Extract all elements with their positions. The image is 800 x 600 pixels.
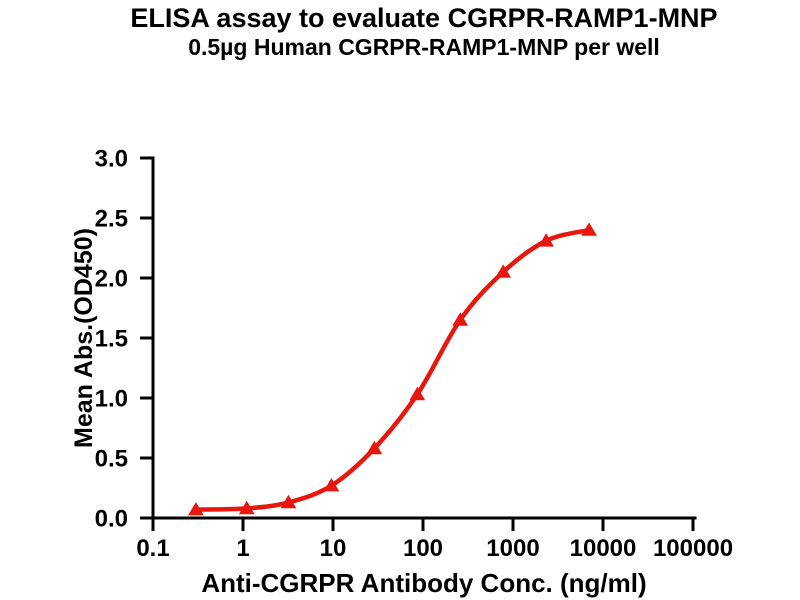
data-point-marker-triangle [409,386,426,401]
x-tick-label: 1 [236,535,249,562]
data-point-marker-triangle [280,494,297,509]
data-point-marker-triangle [238,500,255,515]
y-tick-label: 0.0 [95,506,128,533]
y-tick-label: 3.0 [95,146,128,173]
x-tick-label: 10 [320,535,347,562]
x-tick-label: 100 [403,535,443,562]
data-point-marker-triangle [366,440,383,455]
data-point-marker-triangle [495,264,512,278]
y-axis-label: Mean Abs.(OD450) [70,228,98,448]
y-tick-label: 0.5 [95,446,128,473]
x-tick-label: 10000 [570,535,637,562]
x-tick-label: 0.1 [136,535,169,562]
axis-spine [151,156,697,520]
data-point-marker-triangle [323,478,340,492]
data-point-marker-triangle [188,502,204,516]
chart-title: ELISA assay to evaluate CGRPR-RAMP1-MNP [130,3,717,33]
chart-subtitle: 0.5µg Human CGRPR-RAMP1-MNP per well [188,34,660,60]
dose-response-curve [193,227,592,512]
dose-response-series [188,222,597,516]
data-point-marker-triangle [452,312,469,326]
y-tick-label: 1.0 [95,386,128,413]
x-axis-label: Anti-CGRPR Antibody Conc. (ng/ml) [201,568,646,598]
data-point-marker-triangle [538,233,555,247]
y-tick-label: 2.0 [95,266,128,293]
data-point-marker-triangle [581,222,597,236]
x-tick-label: 1000 [486,535,539,562]
axes-layer: 0.1 1 10 100 1000 10000 100000 0.0 0.5 1.0 1.5 2.0 2… [95,146,733,563]
y-tick-label: 2.5 [95,206,128,233]
y-tick-label: 1.5 [95,326,128,353]
x-tick-label: 100000 [653,535,733,562]
